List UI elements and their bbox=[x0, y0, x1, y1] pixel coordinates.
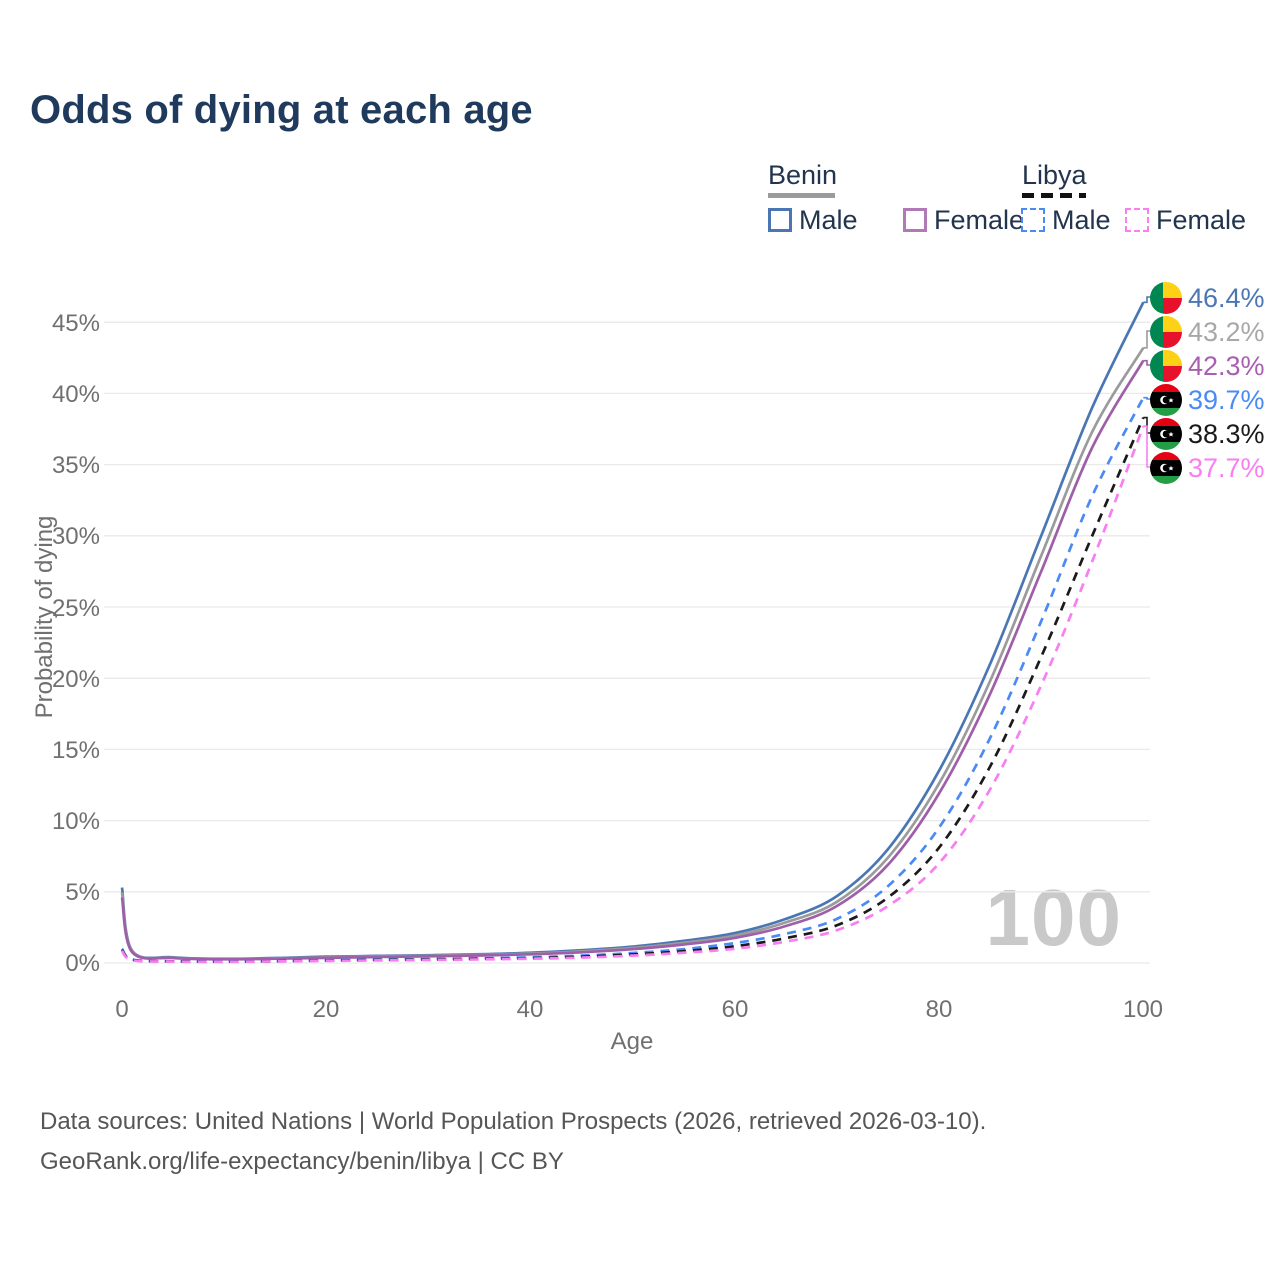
benin-male-swatch-icon bbox=[768, 208, 792, 232]
x-tick: 0 bbox=[115, 996, 129, 1023]
benin-flag-icon bbox=[1150, 316, 1182, 348]
series-line-libya-female[interactable] bbox=[120, 425, 1145, 964]
x-tick: 40 bbox=[516, 996, 544, 1023]
x-tick: 20 bbox=[312, 996, 340, 1023]
series-end-value: 38.3% bbox=[1188, 418, 1265, 449]
y-tick: 20% bbox=[51, 666, 100, 693]
legend-item-libya-male[interactable]: Male bbox=[1021, 205, 1111, 236]
y-tick: 30% bbox=[51, 523, 100, 550]
libya-flag-icon bbox=[1150, 418, 1182, 450]
series-line-benin[interactable] bbox=[120, 347, 1145, 961]
page-title: Odds of dying at each age bbox=[30, 88, 533, 132]
benin-flag-icon bbox=[1150, 350, 1182, 382]
y-tick: 25% bbox=[51, 595, 100, 622]
legend-item-label: Female bbox=[1156, 204, 1247, 235]
legend-item-libya-female[interactable]: Female bbox=[1125, 205, 1246, 236]
series-end-value: 46.4% bbox=[1188, 282, 1265, 313]
age-counter-watermark: 100 bbox=[985, 873, 1122, 962]
y-tick: 15% bbox=[51, 737, 100, 764]
x-tick: 80 bbox=[925, 996, 953, 1023]
y-tick: 35% bbox=[51, 452, 100, 479]
series-end-label-benin-female: 42.3% bbox=[1150, 349, 1265, 383]
x-tick: 60 bbox=[721, 996, 749, 1023]
series-end-value: 42.3% bbox=[1188, 350, 1265, 381]
series-end-value: 39.7% bbox=[1188, 384, 1265, 415]
legend-item-label: Male bbox=[1052, 204, 1111, 235]
series-end-label-libya-male: 39.7% bbox=[1150, 383, 1265, 417]
y-tick: 45% bbox=[51, 310, 100, 337]
benin-female-swatch-icon bbox=[903, 208, 927, 232]
libya-female-swatch-icon bbox=[1125, 208, 1149, 232]
y-tick: 40% bbox=[51, 381, 100, 408]
legend-group-libya-label[interactable]: Libya bbox=[1022, 160, 1087, 190]
legend-item-benin-female[interactable]: Female bbox=[903, 205, 1024, 236]
y-axis-title: Probability of dying bbox=[31, 515, 58, 719]
legend-benin-line-sample bbox=[768, 193, 835, 198]
legend-item-benin-male[interactable]: Male bbox=[768, 205, 858, 236]
legend-group-benin-label[interactable]: Benin bbox=[768, 160, 838, 190]
y-tick: 0% bbox=[65, 950, 100, 977]
data-sources-text: Data sources: United Nations | World Pop… bbox=[40, 1108, 987, 1135]
legend-item-label: Female bbox=[934, 204, 1025, 235]
x-tick: 100 bbox=[1122, 996, 1164, 1023]
series-end-value: 37.7% bbox=[1188, 452, 1265, 483]
series-end-label-libya-female: 37.7% bbox=[1150, 451, 1265, 485]
attribution-text: GeoRank.org/life-expectancy/benin/libya … bbox=[40, 1148, 564, 1175]
benin-flag-icon bbox=[1150, 282, 1182, 314]
series-end-value: 43.2% bbox=[1188, 316, 1265, 347]
series-line-benin-female[interactable] bbox=[120, 359, 1145, 961]
y-tick: 10% bbox=[51, 808, 100, 835]
libya-flag-icon bbox=[1150, 452, 1182, 484]
series-end-label-benin-both: 43.2% bbox=[1150, 315, 1265, 349]
legend-item-label: Male bbox=[799, 204, 858, 235]
series-end-label-benin-male: 46.4% bbox=[1150, 281, 1265, 315]
y-tick: 5% bbox=[65, 879, 100, 906]
x-axis-title: Age bbox=[610, 1028, 654, 1055]
legend-libya-line-sample bbox=[1022, 193, 1086, 198]
libya-flag-icon bbox=[1150, 384, 1182, 416]
series-line-benin-male[interactable] bbox=[120, 301, 1145, 961]
series-end-label-libya-both: 38.3% bbox=[1150, 417, 1265, 451]
libya-male-swatch-icon bbox=[1021, 208, 1045, 232]
